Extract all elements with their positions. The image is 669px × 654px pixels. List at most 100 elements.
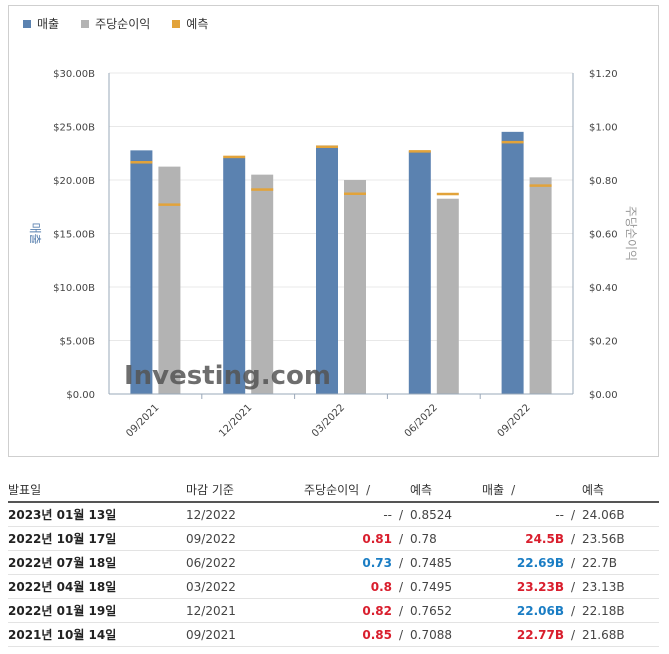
legend-swatch-revenue <box>23 19 31 28</box>
table-row: 2021년 10월 14일 09/2021 0.85/0.7088 22.77B/21… <box>8 622 659 647</box>
legend-item-forecast[interactable]: 예측 <box>172 15 208 32</box>
x-tick-label: 09/2021 <box>124 402 161 439</box>
legend-label-eps: 주당순이익 <box>95 17 151 31</box>
y-left-tick-label: $25.00B <box>53 123 95 134</box>
row-eps: -- / <box>304 502 410 527</box>
legend-item-eps[interactable]: 주당순이익 <box>81 15 150 32</box>
row-date: 2021년 10월 14일 <box>8 622 186 647</box>
row-date: 2022년 10월 17일 <box>8 526 186 551</box>
row-revenue-forecast: 23.56B <box>582 526 659 551</box>
row-eps-forecast: 0.7088 <box>410 622 482 647</box>
row-eps-forecast: 0.7652 <box>410 598 482 623</box>
y-right-tick-label: $0.40 <box>589 283 618 294</box>
y-right-tick-label: $0.80 <box>589 176 618 187</box>
y-right-tick-label: $0.20 <box>589 337 618 348</box>
forecast-marker-revenue <box>130 161 153 164</box>
forecast-marker-eps <box>158 203 181 206</box>
svg-text:Investing.com: Investing.com <box>124 361 331 391</box>
row-period: 06/2022 <box>186 550 304 575</box>
row-eps-forecast: 0.7485 <box>410 550 482 575</box>
y-left-tick-label: $5.00B <box>60 337 96 348</box>
row-revenue: 22.69B / <box>482 550 582 575</box>
y-left-tick-label: $20.00B <box>53 176 95 187</box>
y-right-tick-label: $0.00 <box>589 390 618 401</box>
earnings-chart-panel: 매출 주당순이익 예측 Investing.com $0.00 $0.00 $5.0… <box>8 5 659 457</box>
row-eps-forecast: 0.78 <box>410 526 482 551</box>
row-revenue-forecast: 22.18B <box>582 598 659 623</box>
forecast-marker-revenue <box>501 140 524 144</box>
y-left-tick-label: $0.00 <box>66 390 95 401</box>
row-period: 09/2021 <box>186 622 304 647</box>
legend-swatch-forecast <box>172 19 181 28</box>
table-row: 2022년 07월 18일 06/2022 0.73/0.7485 22.69B/22… <box>8 550 659 575</box>
watermark: Investing.com <box>124 361 331 391</box>
row-period: 12/2021 <box>186 598 304 623</box>
y-right-tick-label: $1.00 <box>589 123 618 134</box>
row-date: 2022년 04월 18일 <box>8 574 186 599</box>
bar-eps[interactable] <box>251 174 274 394</box>
header-period[interactable]: 마감 기준 <box>186 477 304 503</box>
bar-revenue[interactable] <box>130 150 153 394</box>
forecast-marker-revenue <box>408 150 431 153</box>
row-revenue: -- / <box>482 502 582 527</box>
y-left-axis-title: 매출 <box>28 222 42 244</box>
row-period: 12/2022 <box>186 502 304 527</box>
row-revenue-forecast: 23.13B <box>582 574 659 599</box>
table-row: 2022년 04월 18일 03/2022 0.8/0.7495 23.23B/23.… <box>8 574 659 599</box>
row-revenue-forecast: 24.06B <box>582 502 659 527</box>
row-eps-forecast: 0.7495 <box>410 574 482 599</box>
forecast-marker-eps <box>344 192 366 196</box>
row-revenue: 23.23B / <box>482 574 582 599</box>
table-row: 2022년 10월 17일 09/2022 0.81/0.78 24.5B/23.56… <box>8 526 659 551</box>
row-revenue-forecast: 22.7B <box>582 550 659 575</box>
x-tick-label: 09/2022 <box>496 402 533 439</box>
bar-revenue[interactable] <box>223 157 246 394</box>
bar-eps[interactable] <box>529 177 552 394</box>
forecast-marker-eps <box>251 188 274 191</box>
row-revenue: 22.06B / <box>482 598 582 623</box>
row-date: 2022년 07월 18일 <box>8 550 186 575</box>
row-eps-forecast: 0.8524 <box>410 502 482 527</box>
row-revenue: 24.5B / <box>482 526 582 551</box>
header-eps-forecast: 예측 <box>410 477 482 503</box>
table-row: 2023년 01월 13일 12/2022 --/0.8524 --/24.06B <box>8 502 659 527</box>
row-revenue: 22.77B / <box>482 622 582 647</box>
row-eps: 0.73/ <box>304 550 410 575</box>
x-tick-label: 06/2022 <box>403 402 440 439</box>
row-period: 03/2022 <box>186 574 304 599</box>
row-eps: 0.82/ <box>304 598 410 623</box>
forecast-marker-eps <box>529 184 552 187</box>
table-row: 2022년 01월 19일 12/2021 0.82/0.7652 22.06B/22… <box>8 598 659 623</box>
y-left-tick-label: $30.00B <box>53 69 95 80</box>
x-tick-label: 12/2021 <box>217 402 254 439</box>
row-period: 09/2022 <box>186 526 304 551</box>
earnings-table: 발표일 마감 기준 주당순이익 / 예측 매출 / 예측 2023년 01월 13일… <box>8 477 659 647</box>
table-header-row: 발표일 마감 기준 주당순이익 / 예측 매출 / 예측 <box>8 477 659 503</box>
row-revenue-forecast: 21.68B <box>582 622 659 647</box>
y-left-tick-label: $10.00B <box>53 283 95 294</box>
bar-eps[interactable] <box>158 166 181 394</box>
row-date: 2022년 01월 19일 <box>8 598 186 623</box>
legend-label-revenue: 매출 <box>37 17 60 31</box>
y-right-tick-label: $1.20 <box>589 69 618 80</box>
legend-swatch-eps <box>81 19 90 28</box>
chart-legend: 매출 주당순이익 예측 <box>23 15 208 32</box>
row-eps: 0.8/ <box>304 574 410 599</box>
header-revenue[interactable]: 매출 / <box>482 477 582 503</box>
bar-revenue[interactable] <box>501 131 524 394</box>
legend-item-revenue[interactable]: 매출 <box>23 15 59 32</box>
header-revenue-forecast: 예측 <box>582 477 659 503</box>
header-eps[interactable]: 주당순이익 / <box>304 477 410 503</box>
chart-svg: Investing.com $0.00 $0.00 $5.00B $0.20 $10.0… <box>28 69 638 439</box>
bar-revenue[interactable] <box>316 145 338 394</box>
y-right-axis-title: 주당순이익 <box>624 206 638 261</box>
bar-revenue[interactable] <box>408 151 431 394</box>
legend-label-forecast: 예측 <box>186 17 209 31</box>
header-date[interactable]: 발표일 <box>8 477 186 503</box>
row-date: 2023년 01월 13일 <box>8 502 186 527</box>
bar-eps[interactable] <box>436 198 459 394</box>
bar-eps[interactable] <box>344 180 366 394</box>
row-eps: 0.81/ <box>304 526 410 551</box>
forecast-marker-revenue <box>223 155 246 159</box>
forecast-marker-revenue <box>316 145 338 149</box>
